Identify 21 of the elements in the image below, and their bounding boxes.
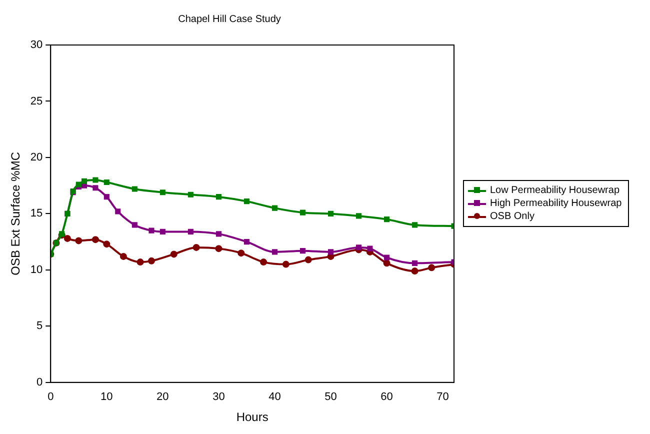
y-tick-label: 10: [30, 264, 43, 276]
y-tick-label: 15: [30, 208, 43, 220]
x-tick-label: 30: [212, 391, 225, 404]
y-tick-label: 25: [30, 95, 43, 108]
x-tick-label: 10: [100, 391, 113, 404]
x-tick-label: 70: [436, 391, 449, 404]
x-tick-label: 0: [48, 391, 54, 404]
y-tick-label: 20: [30, 152, 43, 164]
y-tick-label: 30: [30, 39, 43, 52]
y-axis-title: OSB Ext Surface %MC: [8, 152, 23, 276]
x-tick-label: 40: [268, 391, 281, 404]
y-tick-label: 5: [36, 320, 43, 332]
legend-label: OSB Only: [490, 211, 534, 222]
y-tick-label: 0: [36, 376, 43, 388]
chart-title: Chapel Hill Case Study: [178, 14, 281, 25]
legend-label: Low Permeability Housewrap: [490, 185, 620, 196]
x-tick-label: 60: [380, 391, 393, 404]
x-tick-label: 50: [324, 391, 337, 404]
x-tick-label: 20: [156, 391, 169, 404]
x-axis-title: Hours: [236, 410, 268, 424]
legend-label: High Permeability Housewrap: [490, 198, 622, 209]
